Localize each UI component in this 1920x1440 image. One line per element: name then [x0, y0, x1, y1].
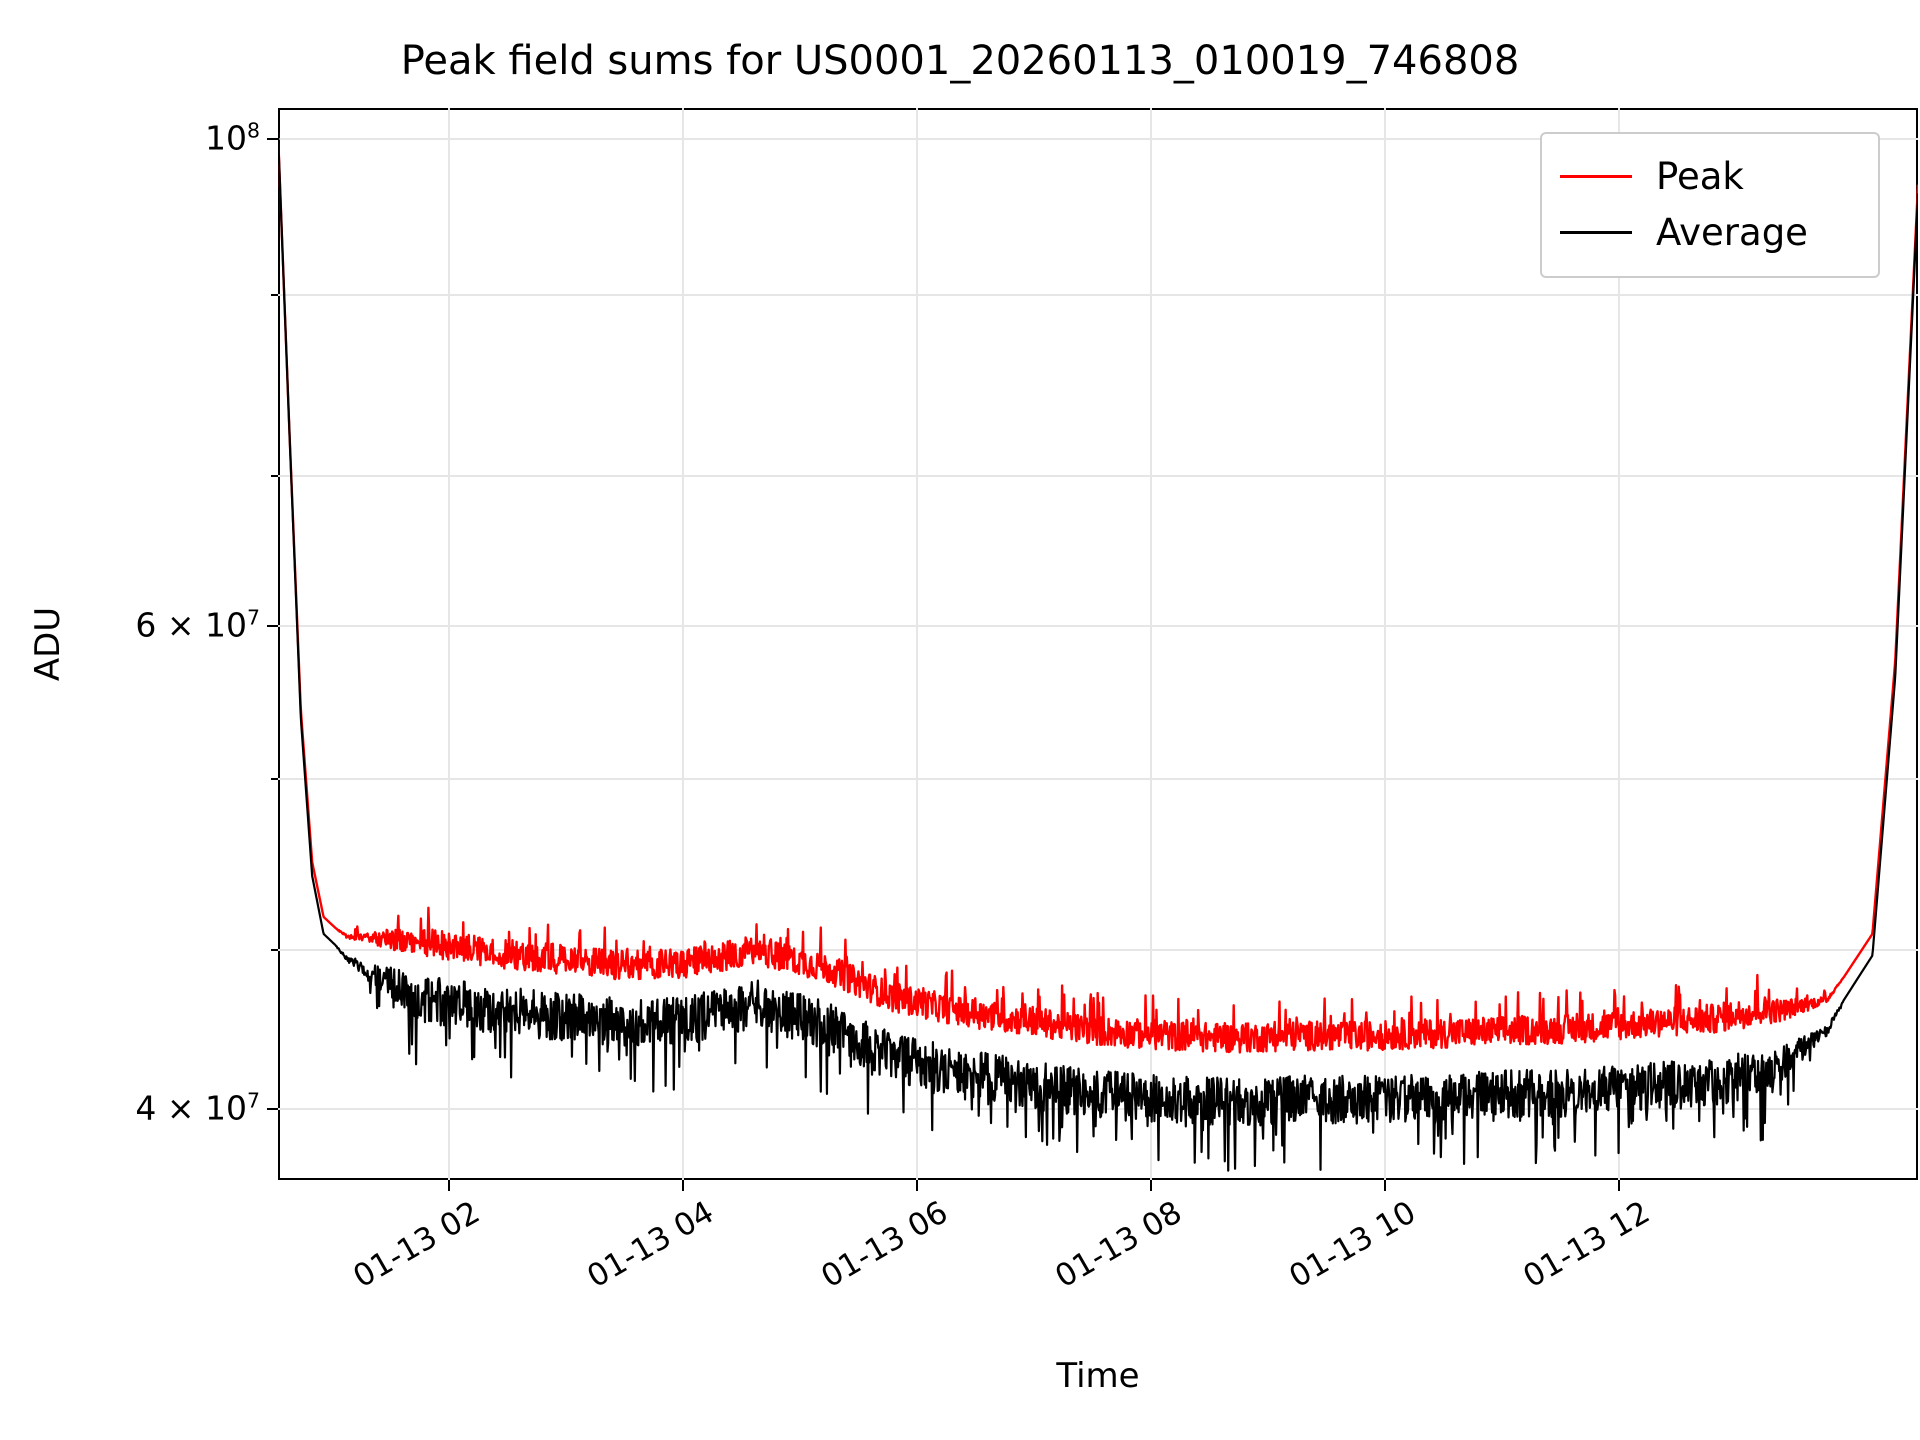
- gridline-horizontal: [278, 138, 1918, 140]
- gridline-horizontal: [278, 778, 1918, 780]
- x-tick-label: 01-13 08: [1049, 1194, 1188, 1296]
- y-tick-label-mantissa: 6 × 10: [135, 605, 247, 645]
- y-tick-mark-minor: [271, 778, 278, 780]
- chart-title: Peak field sums for US0001_20260113_0100…: [400, 38, 1520, 84]
- gridline-horizontal: [278, 949, 1918, 951]
- gridline-vertical: [1384, 108, 1386, 1180]
- y-tick-mark: [267, 1108, 278, 1110]
- gridline-vertical: [1150, 108, 1152, 1180]
- gridline-vertical: [1618, 108, 1620, 1180]
- gridline-vertical: [682, 108, 684, 1180]
- y-tick-label-mantissa: 10: [204, 118, 247, 158]
- x-tick-label: 01-13 06: [815, 1194, 954, 1296]
- y-tick-label: 4 × 107: [135, 1088, 260, 1128]
- y-tick-label-exponent: 8: [246, 118, 260, 143]
- x-tick-label: 01-13 02: [347, 1194, 486, 1296]
- y-tick-mark-minor: [271, 949, 278, 951]
- legend-entry-average[interactable]: Average: [1560, 204, 1860, 260]
- legend: Peak Average: [1540, 132, 1880, 278]
- series-line-average: [278, 132, 1918, 1172]
- gridline-vertical: [916, 108, 918, 1180]
- x-axis-label: Time: [1056, 1356, 1140, 1396]
- y-tick-label: 6 × 107: [135, 605, 260, 645]
- gridline-horizontal: [278, 625, 1918, 627]
- series-plot: [278, 132, 1918, 1172]
- gridline-vertical: [448, 108, 450, 1180]
- legend-entry-peak[interactable]: Peak: [1560, 148, 1860, 204]
- y-tick-label: 108: [204, 118, 260, 158]
- y-axis-label: ADU: [28, 606, 68, 682]
- y-tick-mark: [267, 138, 278, 140]
- x-tick-mark: [1618, 1180, 1620, 1191]
- x-tick-label: 01-13 10: [1283, 1194, 1422, 1296]
- y-tick-mark-minor: [271, 294, 278, 296]
- legend-label-average: Average: [1656, 210, 1808, 254]
- x-tick-label: 01-13 12: [1517, 1194, 1656, 1296]
- x-tick-mark: [682, 1180, 684, 1191]
- legend-label-peak: Peak: [1656, 154, 1744, 198]
- series-line-peak: [278, 132, 1918, 1054]
- y-tick-label-mantissa: 4 × 10: [135, 1088, 247, 1128]
- series-path-average: [278, 132, 1918, 1172]
- x-tick-mark: [1150, 1180, 1152, 1191]
- y-tick-mark: [267, 625, 278, 627]
- gridline-horizontal: [278, 475, 1918, 477]
- y-tick-label-exponent: 7: [246, 605, 260, 630]
- x-tick-mark: [1384, 1180, 1386, 1191]
- x-tick-mark: [448, 1180, 450, 1191]
- plot-area: 108 6 × 107 4 × 107 01-13 02 01-13 04 01…: [135, 108, 1918, 1295]
- x-tick-mark: [916, 1180, 918, 1191]
- x-tick-label: 01-13 04: [581, 1194, 720, 1296]
- gridline-horizontal: [278, 294, 1918, 296]
- legend-swatch-average: [1560, 230, 1632, 234]
- series-path-peak: [278, 132, 1918, 1054]
- y-tick-mark-minor: [271, 475, 278, 477]
- legend-swatch-peak: [1560, 174, 1632, 178]
- y-tick-label-exponent: 7: [246, 1088, 260, 1113]
